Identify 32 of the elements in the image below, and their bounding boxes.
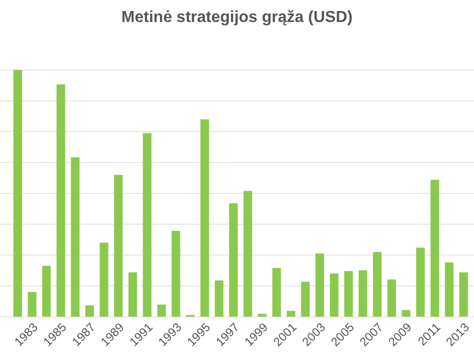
bar	[258, 314, 267, 317]
bar	[214, 280, 224, 317]
bar	[114, 174, 123, 317]
bar	[330, 274, 338, 317]
bar	[459, 272, 468, 317]
bar	[301, 282, 310, 317]
bar	[157, 304, 166, 317]
bar	[358, 270, 368, 317]
bar	[402, 310, 410, 317]
bar	[128, 272, 138, 317]
bar	[430, 180, 440, 317]
bar	[444, 262, 454, 317]
bar	[372, 252, 382, 317]
bar	[56, 84, 66, 317]
bar	[416, 248, 425, 317]
bar	[70, 157, 80, 317]
bar	[142, 133, 152, 317]
bar	[315, 254, 324, 317]
bar	[244, 190, 252, 317]
bar	[85, 305, 94, 317]
bar	[387, 279, 396, 317]
chart-title: Metinė strategijos grąža (USD)	[121, 9, 353, 26]
bar	[100, 242, 108, 317]
bar	[272, 268, 281, 317]
bar	[13, 70, 22, 317]
bar	[200, 119, 210, 317]
bar	[229, 203, 238, 317]
bar	[42, 266, 51, 317]
bar	[286, 310, 296, 317]
bar	[344, 271, 353, 317]
bar	[28, 292, 36, 317]
bar	[172, 230, 180, 317]
